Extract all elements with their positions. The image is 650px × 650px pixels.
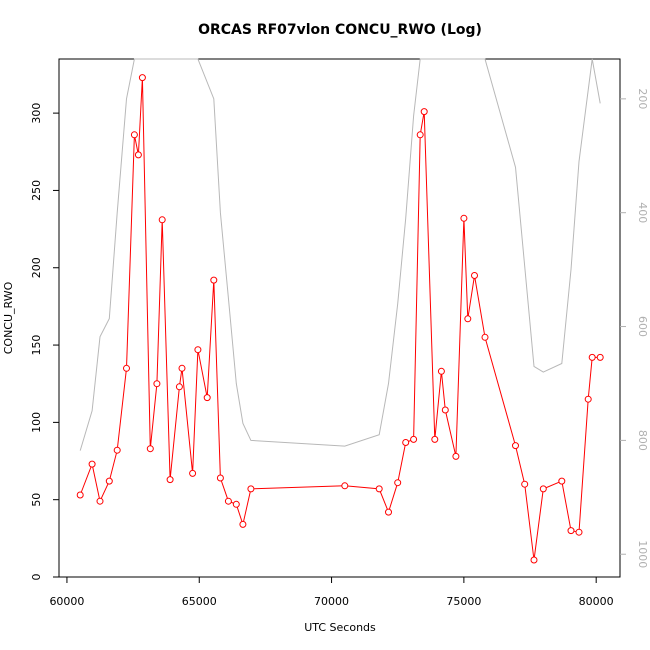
data-point xyxy=(481,333,489,341)
data-point xyxy=(437,367,445,375)
data-point xyxy=(146,445,154,453)
plot-frame xyxy=(58,58,621,578)
data-point xyxy=(539,485,547,493)
data-point xyxy=(76,491,84,499)
secondary-y-tick-label: 200 xyxy=(636,88,649,109)
data-point xyxy=(210,276,218,284)
concu-rwo-series xyxy=(76,74,604,564)
y-axis: 0 50 100 150 200 250 300 xyxy=(30,103,59,581)
data-point xyxy=(113,446,121,454)
data-point xyxy=(166,476,174,484)
data-point xyxy=(232,500,240,508)
data-point xyxy=(88,460,96,468)
x-tick-label: 80000 xyxy=(579,595,614,608)
secondary-series-line xyxy=(79,58,601,451)
data-point xyxy=(105,477,113,485)
data-point xyxy=(584,395,592,403)
data-point xyxy=(216,474,224,482)
data-point xyxy=(385,508,392,516)
secondary-y-tick-label: 400 xyxy=(636,202,649,223)
chart-title: ORCAS RF07vlon CONCU_RWO (Log) xyxy=(198,22,482,38)
data-point xyxy=(420,108,428,116)
secondary-series xyxy=(79,58,601,451)
data-point xyxy=(431,435,439,443)
data-point xyxy=(512,442,519,450)
y-tick-label: 150 xyxy=(30,335,43,356)
concu-rwo-line xyxy=(79,77,601,561)
data-point xyxy=(247,485,255,493)
data-point xyxy=(464,315,472,323)
secondary-y-tick-label: 1000 xyxy=(636,540,649,568)
x-tick-label: 75000 xyxy=(446,595,481,608)
data-point xyxy=(530,556,538,564)
data-point xyxy=(567,527,575,535)
data-point xyxy=(460,214,468,222)
data-point xyxy=(178,364,186,372)
x-tick-label: 65000 xyxy=(182,595,217,608)
data-point xyxy=(375,485,383,493)
data-point xyxy=(153,380,161,388)
y-tick-label: 0 xyxy=(30,574,43,581)
secondary-y-tick-label: 800 xyxy=(636,430,649,451)
data-point xyxy=(575,528,583,536)
data-point xyxy=(441,406,449,414)
data-point xyxy=(341,482,349,490)
data-point xyxy=(175,383,183,391)
data-point xyxy=(596,353,604,361)
data-point xyxy=(123,364,130,372)
data-point xyxy=(158,216,166,224)
data-point xyxy=(130,131,138,139)
y-tick-label: 50 xyxy=(30,493,43,507)
data-point xyxy=(96,497,104,505)
data-point xyxy=(558,477,566,485)
data-point xyxy=(203,394,211,402)
x-tick-label: 70000 xyxy=(314,595,349,608)
x-axis: 60000 65000 70000 75000 80000 xyxy=(49,577,614,608)
y-tick-label: 250 xyxy=(30,180,43,201)
data-point xyxy=(394,479,402,487)
secondary-y-axis: 200 400 600 800 1000 xyxy=(620,88,649,568)
data-point xyxy=(471,272,478,279)
y-axis-label: CONCU_RWO xyxy=(2,281,15,354)
secondary-y-tick-label: 600 xyxy=(636,316,649,337)
data-point xyxy=(224,497,232,505)
data-point xyxy=(194,346,202,354)
data-point xyxy=(189,469,197,477)
data-point xyxy=(521,480,529,488)
x-tick-label: 60000 xyxy=(49,595,84,608)
data-point xyxy=(134,151,142,159)
data-point xyxy=(138,74,146,82)
data-point xyxy=(239,520,247,528)
x-axis-label: UTC Seconds xyxy=(304,621,376,634)
data-point xyxy=(452,452,460,460)
data-point xyxy=(416,131,424,139)
data-point xyxy=(588,353,596,361)
y-tick-label: 300 xyxy=(30,103,43,124)
data-point xyxy=(410,435,418,443)
data-point xyxy=(402,439,410,446)
y-tick-label: 200 xyxy=(30,257,43,278)
y-tick-label: 100 xyxy=(30,412,43,433)
